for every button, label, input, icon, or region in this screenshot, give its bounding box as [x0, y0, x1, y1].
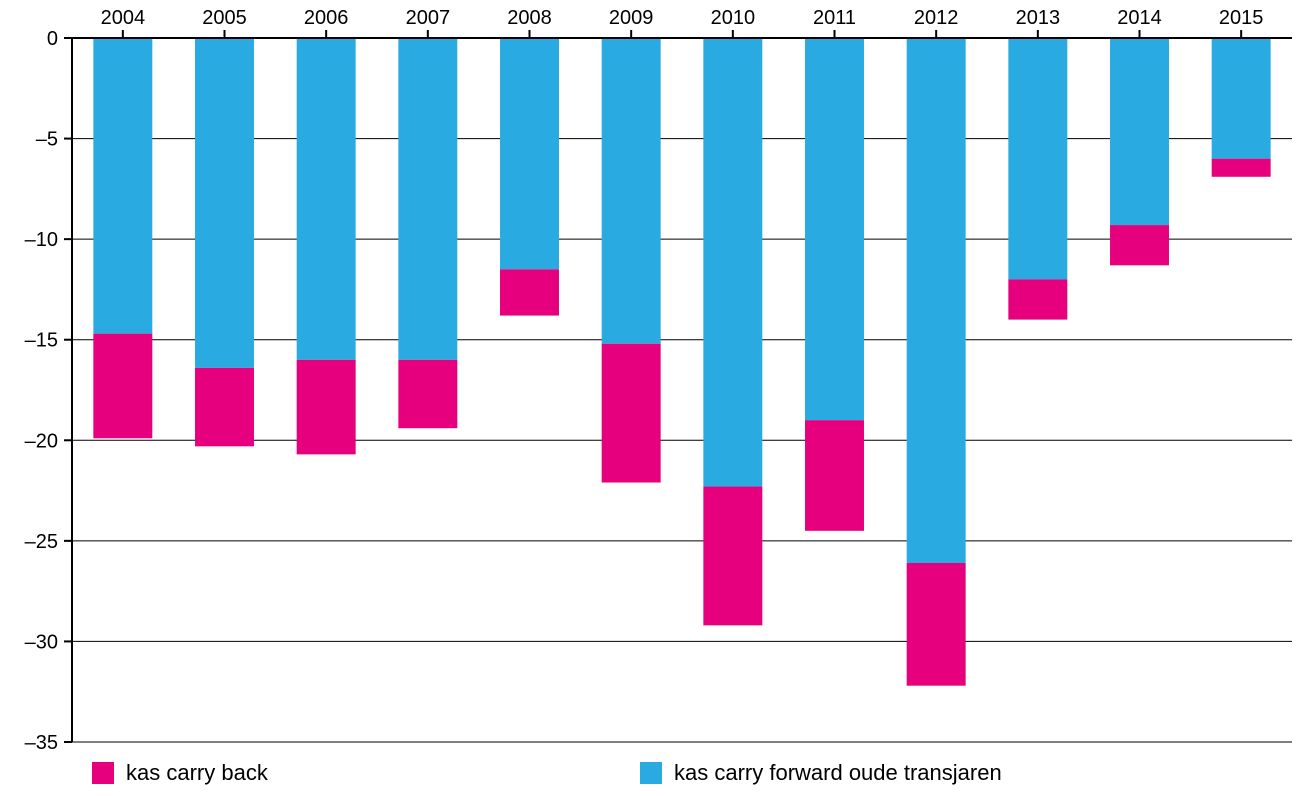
bar-kas_carry_back: [1008, 279, 1067, 319]
y-tick-label: –5: [36, 129, 58, 151]
bar-kas_carry_back: [195, 368, 254, 446]
y-tick-label: –35: [25, 732, 58, 754]
legend-swatch: [640, 762, 662, 784]
bar-kas_carry_back: [1110, 225, 1169, 265]
x-tick-label: 2007: [406, 7, 451, 29]
bar-kas_carry_forward: [602, 38, 661, 344]
legend-swatch: [92, 762, 114, 784]
bar-kas_carry_back: [93, 334, 152, 439]
bar-kas_carry_forward: [1212, 38, 1271, 159]
x-tick-label: 2012: [914, 7, 959, 29]
x-tick-label: 2014: [1117, 7, 1162, 29]
x-tick-label: 2004: [101, 7, 146, 29]
bar-kas_carry_back: [602, 344, 661, 483]
bar-kas_carry_back: [297, 360, 356, 455]
bar-kas_carry_forward: [195, 38, 254, 368]
y-tick-label: –25: [25, 531, 58, 553]
bar-kas_carry_back: [1212, 159, 1271, 177]
bar-kas_carry_forward: [1110, 38, 1169, 225]
y-tick-label: –20: [25, 430, 58, 452]
bar-kas_carry_back: [907, 563, 966, 686]
bar-kas_carry_back: [398, 360, 457, 428]
bar-kas_carry_back: [703, 487, 762, 626]
bar-kas_carry_forward: [703, 38, 762, 487]
bar-kas_carry_forward: [398, 38, 457, 360]
bar-kas_carry_forward: [500, 38, 559, 269]
x-tick-label: 2010: [711, 7, 756, 29]
chart-container: 0 –5 –10 –15 –20 –25 –30 –35 2004 2005 2006 2007 200…: [0, 0, 1300, 796]
x-tick-label: 2009: [609, 7, 654, 29]
y-tick-label: –15: [25, 330, 58, 352]
legend-label: kas carry forward oude transjaren: [674, 760, 1002, 785]
x-tick-label: 2008: [507, 7, 552, 29]
x-tick-label: 2015: [1219, 7, 1264, 29]
bar-kas_carry_back: [805, 420, 864, 531]
x-tick-label: 2011: [813, 7, 856, 29]
y-tick-label: 0: [47, 28, 58, 50]
y-tick-label: –30: [25, 631, 58, 653]
chart-svg: 0 –5 –10 –15 –20 –25 –30 –35 2004 2005 2006 2007 200…: [0, 0, 1300, 796]
x-tick-label: 2006: [304, 7, 349, 29]
x-tick-label: 2013: [1016, 7, 1061, 29]
bar-kas_carry_forward: [297, 38, 356, 360]
bar-kas_carry_forward: [1008, 38, 1067, 279]
legend-label: kas carry back: [126, 760, 269, 785]
bar-kas_carry_forward: [907, 38, 966, 563]
bar-kas_carry_back: [500, 269, 559, 315]
bar-kas_carry_forward: [805, 38, 864, 420]
bar-kas_carry_forward: [93, 38, 152, 334]
y-tick-label: –10: [25, 229, 58, 251]
x-tick-label: 2005: [202, 7, 247, 29]
